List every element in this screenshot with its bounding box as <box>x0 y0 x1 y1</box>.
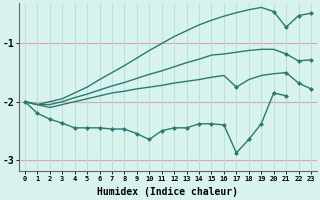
X-axis label: Humidex (Indice chaleur): Humidex (Indice chaleur) <box>98 187 238 197</box>
